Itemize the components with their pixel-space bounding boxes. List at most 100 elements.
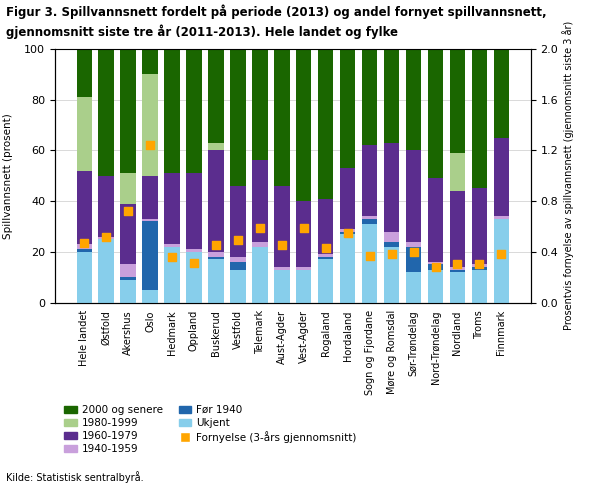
Bar [120, 203, 136, 264]
Bar [142, 176, 158, 219]
Bar [406, 272, 422, 303]
Bar [186, 173, 202, 249]
Bar [120, 173, 136, 203]
Bar [164, 247, 180, 303]
Bar [252, 247, 268, 303]
Bar [208, 49, 224, 142]
Bar [296, 267, 312, 269]
Bar [428, 264, 443, 269]
Point [233, 237, 243, 244]
Bar [208, 260, 224, 303]
Bar [493, 138, 509, 216]
Bar [340, 234, 356, 303]
Bar [98, 237, 114, 239]
Point [211, 242, 221, 249]
Point [409, 248, 418, 256]
Bar [318, 257, 334, 260]
Bar [472, 264, 487, 267]
Bar [362, 145, 378, 216]
Bar [164, 244, 180, 247]
Bar [296, 201, 312, 267]
Point [321, 244, 331, 252]
Bar [406, 49, 422, 150]
Bar [428, 49, 443, 178]
Bar [274, 269, 290, 303]
Bar [120, 49, 136, 173]
Bar [450, 191, 465, 267]
Bar [76, 97, 92, 171]
Point [475, 261, 484, 268]
Text: Kilde: Statistisk sentralbyrå.: Kilde: Statistisk sentralbyrå. [6, 471, 144, 483]
Text: gjennomsnitt siste tre år (2011-2013). Hele landet og fylke: gjennomsnitt siste tre år (2011-2013). H… [6, 24, 398, 39]
Bar [120, 264, 136, 277]
Bar [230, 49, 246, 186]
Bar [428, 269, 443, 303]
Bar [450, 267, 465, 269]
Bar [76, 171, 92, 244]
Bar [450, 49, 465, 153]
Bar [384, 242, 400, 247]
Bar [362, 224, 378, 303]
Bar [98, 239, 114, 303]
Bar [274, 186, 290, 267]
Point [431, 263, 440, 271]
Bar [186, 49, 202, 173]
Bar [384, 142, 400, 231]
Point [497, 250, 506, 258]
Point [343, 229, 353, 237]
Bar [362, 49, 378, 145]
Bar [230, 186, 246, 257]
Point [167, 253, 177, 261]
Bar [208, 150, 224, 252]
Bar [186, 252, 202, 303]
Point [79, 239, 89, 247]
Text: Figur 3. Spillvannsnett fordelt på periode (2013) og andel fornyet spillvannsnet: Figur 3. Spillvannsnett fordelt på perio… [6, 5, 547, 20]
Bar [318, 260, 334, 303]
Bar [406, 242, 422, 247]
Point [145, 142, 155, 149]
Point [101, 233, 111, 241]
Bar [142, 49, 158, 74]
Bar [76, 49, 92, 97]
Bar [164, 49, 180, 173]
Text: Spillvannsnett (prosent): Spillvannsnett (prosent) [3, 113, 13, 239]
Bar [362, 216, 378, 219]
Bar [318, 254, 334, 257]
Bar [230, 257, 246, 262]
Bar [208, 142, 224, 150]
Bar [472, 188, 487, 264]
Bar [340, 49, 356, 168]
Bar [318, 49, 334, 199]
Bar [208, 252, 224, 257]
Bar [493, 49, 509, 138]
Point [453, 261, 462, 268]
Bar [164, 173, 180, 244]
Bar [142, 74, 158, 176]
Point [299, 224, 309, 232]
Bar [340, 168, 356, 229]
Bar [120, 280, 136, 303]
Bar [142, 290, 158, 303]
Bar [120, 277, 136, 280]
Bar [76, 244, 92, 249]
Bar [362, 219, 378, 224]
Bar [493, 216, 509, 219]
Bar [230, 269, 246, 303]
Point [387, 250, 396, 258]
Point [255, 224, 265, 232]
Bar [428, 262, 443, 264]
Y-axis label: Prosentvis fornyelse av spillvannsnett (gjennomsnitt siste 3 år): Prosentvis fornyelse av spillvannsnett (… [562, 21, 574, 330]
Bar [340, 231, 356, 234]
Bar [450, 153, 465, 191]
Point [277, 242, 287, 249]
Bar [76, 249, 92, 252]
Bar [472, 269, 487, 303]
Bar [252, 242, 268, 247]
Legend: 2000 og senere, 1980-1999, 1960-1979, 1940-1959, Før 1940, Ukjent, Fornyelse (3-: 2000 og senere, 1980-1999, 1960-1979, 19… [60, 401, 361, 458]
Bar [274, 267, 290, 269]
Bar [98, 49, 114, 176]
Bar [318, 199, 334, 254]
Point [123, 207, 133, 215]
Bar [252, 161, 268, 242]
Bar [384, 231, 400, 242]
